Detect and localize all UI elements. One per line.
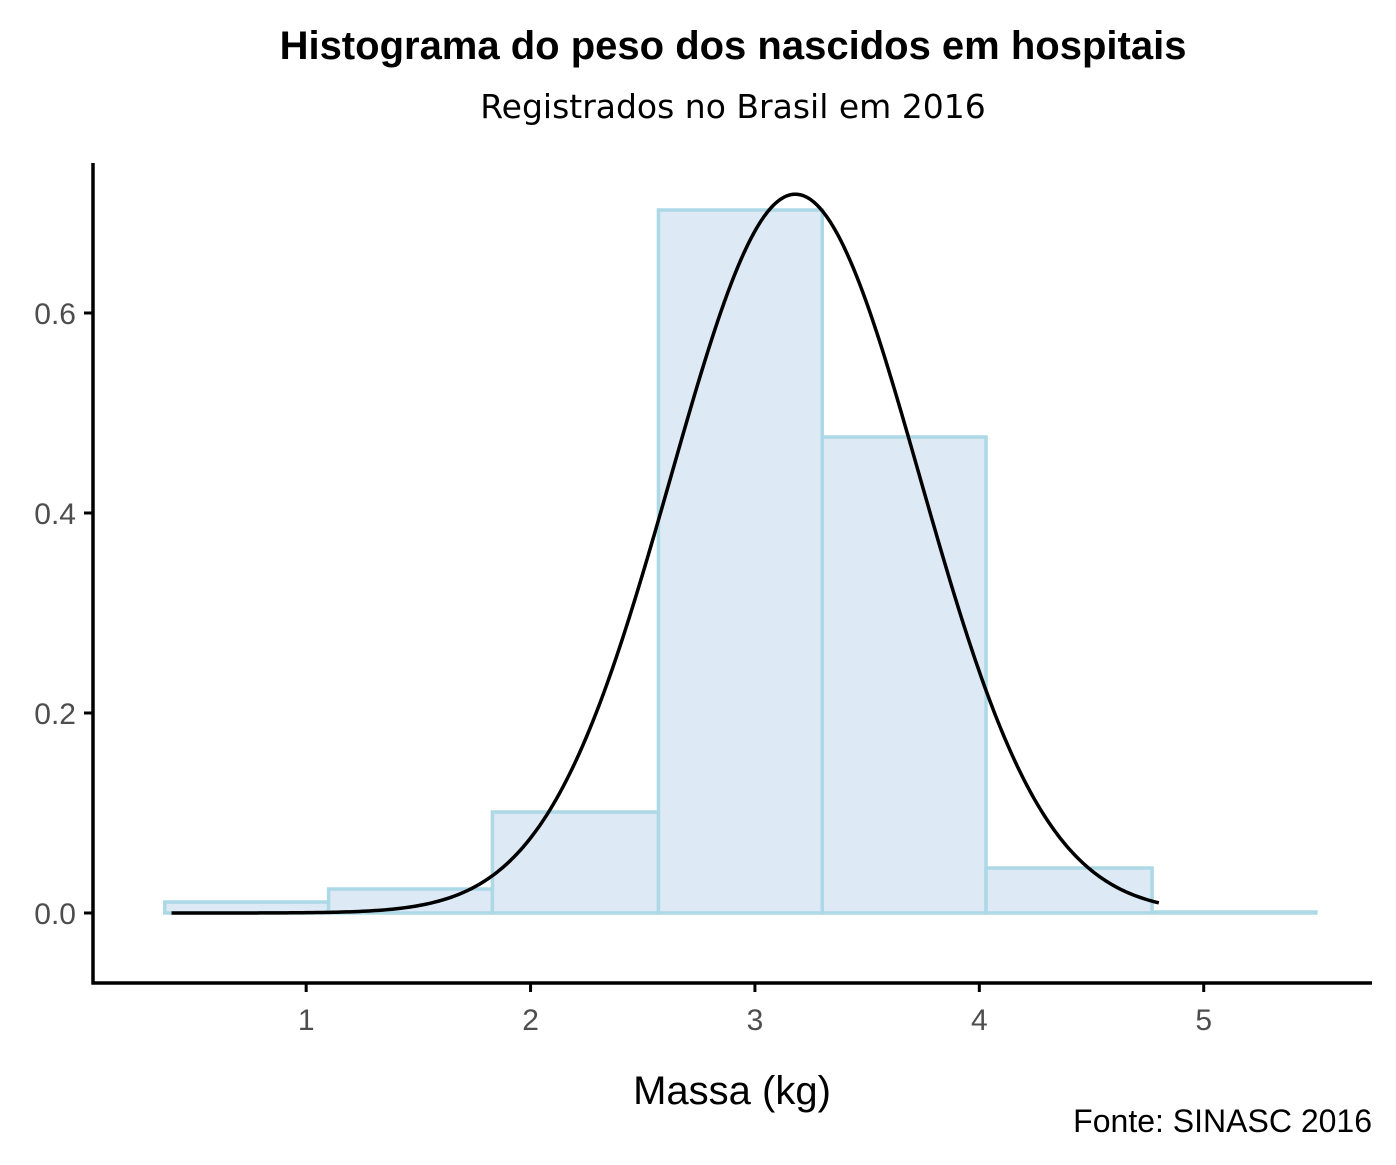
y-tick-label: 0.6 bbox=[34, 298, 76, 331]
chart-subtitle: Registrados no Brasil em 2016 bbox=[480, 87, 986, 126]
x-axis-title: Massa (kg) bbox=[633, 1069, 831, 1113]
y-tick-label: 0.2 bbox=[34, 698, 76, 731]
chart-title: Histograma do peso dos nascidos em hospi… bbox=[280, 24, 1187, 68]
y-tick-label: 0.4 bbox=[34, 498, 76, 531]
axis-ticks: 1 2 3 4 5 0.0 0.2 0.4 0.6 bbox=[34, 298, 1212, 1037]
x-tick-label: 5 bbox=[1195, 1004, 1212, 1037]
x-tick-label: 1 bbox=[298, 1004, 315, 1037]
histogram-bar-3 bbox=[490, 810, 661, 915]
x-tick-label: 4 bbox=[971, 1004, 988, 1037]
density-curve-layer bbox=[171, 192, 1160, 915]
x-tick-label: 3 bbox=[747, 1004, 764, 1037]
y-tick-label: 0.0 bbox=[34, 898, 76, 931]
histogram-bar-4 bbox=[656, 208, 825, 915]
histogram-bar-7 bbox=[1150, 910, 1318, 915]
density-curve bbox=[171, 192, 1160, 915]
chart-caption: Fonte: SINASC 2016 bbox=[1073, 1103, 1372, 1139]
histogram-bars bbox=[163, 208, 1318, 915]
x-tick-label: 2 bbox=[522, 1004, 539, 1037]
histogram-bar-2 bbox=[326, 887, 495, 915]
histogram-bar-5 bbox=[820, 435, 988, 915]
